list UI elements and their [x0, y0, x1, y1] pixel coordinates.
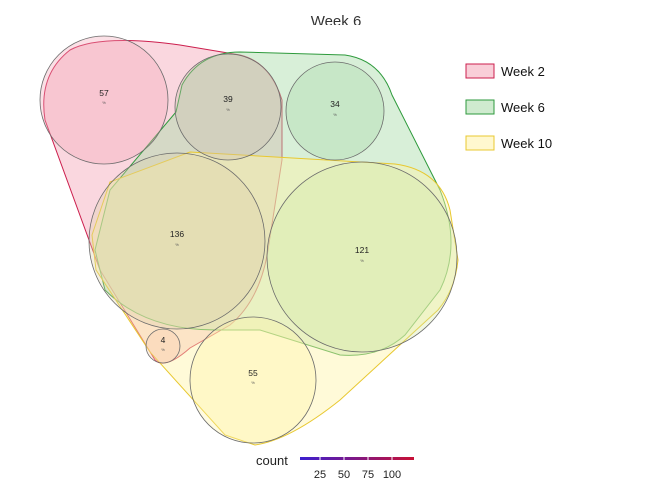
legend-swatch-week-10 [465, 135, 495, 151]
colorbar-gradient [300, 457, 414, 460]
legend-swatch-week-2 [465, 63, 495, 79]
colorbar-tick-50: 50 [338, 469, 350, 480]
region-percent-week2-week6: % [226, 107, 230, 112]
region-count-week10-only: 55 [248, 368, 258, 378]
legend-label-week-2: Week 2 [501, 64, 545, 79]
chart-title: Week 6 [311, 13, 362, 30]
region-count-week2-week10: 4 [161, 335, 166, 345]
colorbar-tick-25: 25 [314, 469, 326, 480]
region-count-all-three: 136 [170, 229, 184, 239]
set-hull-week-6 [94, 51, 452, 356]
legend: Week 2 Week 6 Week 10 [465, 63, 552, 151]
region-circles [39, 35, 458, 444]
region-circle-week6-only [285, 61, 385, 161]
colorbar-title: count [256, 453, 288, 468]
legend-label-week-10: Week 10 [501, 136, 552, 151]
region-circle-week2-week10 [145, 328, 181, 364]
region-circle-week6-week10 [266, 161, 458, 353]
region-percent-week2-only: % [102, 100, 106, 105]
region-percent-week6-only: % [333, 112, 337, 117]
region-count-week2-only: 57 [99, 88, 109, 98]
set-hulls [43, 40, 459, 446]
region-circle-all-three [88, 152, 266, 330]
region-percent-all-three: % [175, 242, 179, 247]
region-percent-week10-only: % [251, 380, 255, 385]
set-hull-week-10 [91, 151, 459, 446]
region-labels: 57 % 39 % 34 % 136 % 121 % 4 % 55 % [99, 88, 369, 385]
region-percent-week2-week10: % [161, 347, 165, 352]
region-count-week6-week10: 121 [355, 245, 369, 255]
legend-label-week-6: Week 6 [501, 100, 545, 115]
colorbar-tick-100: 100 [383, 469, 401, 480]
region-circle-week10-only [189, 316, 317, 444]
colorbar-tick-75: 75 [362, 469, 374, 480]
region-percent-week6-week10: % [360, 258, 364, 263]
region-count-week2-week6: 39 [223, 94, 233, 104]
region-circle-week2-only [39, 35, 169, 165]
legend-swatch-week-6 [465, 99, 495, 115]
set-hull-week-2 [43, 40, 283, 364]
region-count-week6-only: 34 [330, 99, 340, 109]
region-circle-week2-week6 [174, 53, 282, 161]
count-colorbar: count 25 50 75 100 [256, 453, 414, 480]
